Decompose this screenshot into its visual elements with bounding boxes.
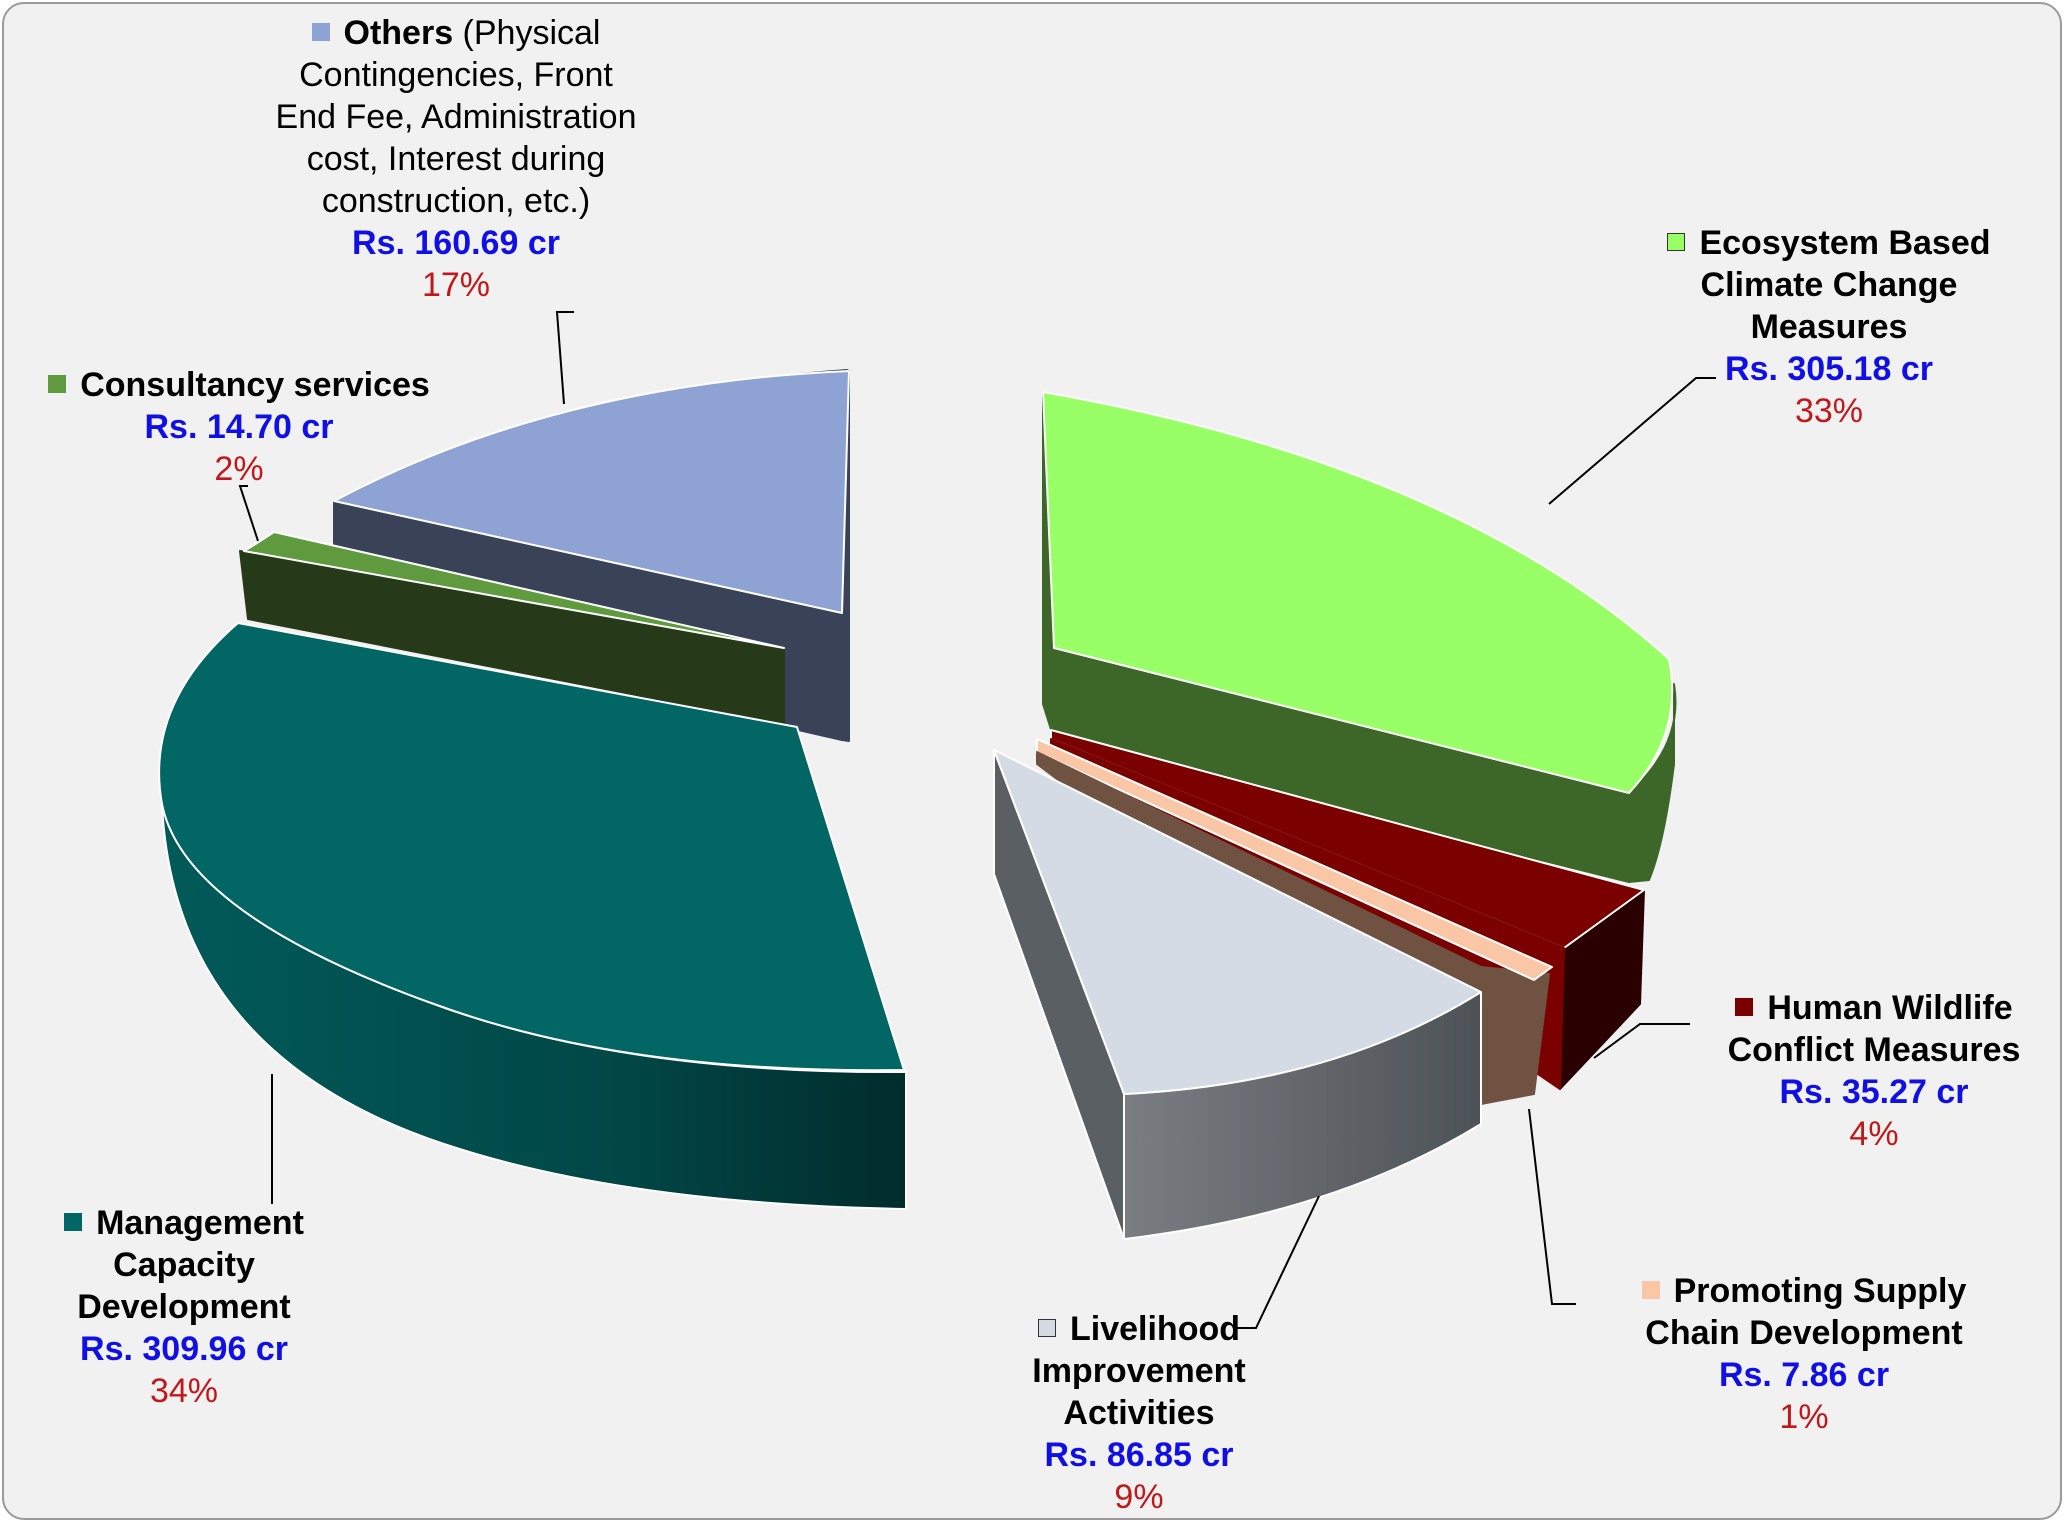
leader-ecosystem (1548, 377, 1716, 505)
value-management: Rs. 309.96 cr (80, 1330, 288, 1368)
value-supply: Rs. 7.86 cr (1718, 1356, 1890, 1394)
value-livelihood: Rs. 86.85 cr (1044, 1436, 1234, 1474)
slice-management-top (158, 622, 905, 1072)
legend-swatch-hwc (1735, 998, 1754, 1017)
label-management: Management Capacity Development Rs. 309.… (34, 1202, 334, 1412)
legend-swatch-management (64, 1213, 83, 1232)
leader-consultancy (238, 485, 259, 542)
legend-swatch-livelihood (1038, 1319, 1056, 1338)
label-supply: Promoting Supply Chain Development Rs. 7… (1594, 1270, 2014, 1438)
slice-livelihood-top (993, 749, 1482, 1095)
percent-hwc: 4% (1849, 1115, 1899, 1153)
label-hwc: Human Wildlife Conflict Measures Rs. 35.… (1694, 987, 2054, 1155)
percent-livelihood: 9% (1114, 1478, 1164, 1516)
legend-swatch-others (311, 23, 330, 42)
label-consultancy: Consultancy services Rs. 14.70 cr 2% (24, 364, 454, 490)
value-consultancy: Rs. 14.70 cr (144, 408, 334, 446)
slice-others-top (333, 370, 850, 614)
slice-consultancy-top (243, 531, 785, 649)
percent-consultancy: 2% (214, 450, 264, 488)
slice-supply-side (1480, 966, 1550, 1105)
pie-chart (158, 311, 1716, 1329)
leader-hwc (1593, 1023, 1690, 1059)
legend-swatch-supply (1641, 1281, 1660, 1300)
percent-ecosystem: 33% (1794, 392, 1864, 430)
label-ecosystem: Ecosystem Based Climate Change Measures … (1619, 222, 2039, 432)
slice-ecosystem-outer (1628, 683, 1677, 883)
percent-others: 17% (421, 266, 491, 304)
percent-supply: 1% (1779, 1398, 1829, 1436)
value-others: Rs. 160.69 cr (352, 224, 560, 262)
percent-management: 34% (149, 1372, 219, 1410)
legend-swatch-consultancy (48, 375, 67, 394)
leader-others (555, 311, 574, 405)
slice-ecosystem-top (1042, 391, 1674, 794)
legend-swatch-ecosystem (1667, 233, 1686, 252)
value-hwc: Rs. 35.27 cr (1779, 1073, 1969, 1111)
slice-supply-top (1036, 738, 1553, 981)
leader-supply (1528, 1108, 1576, 1305)
value-ecosystem: Rs. 305.18 cr (1725, 350, 1933, 388)
label-others: Others (Physical Contingencies, Front En… (266, 12, 646, 306)
label-livelihood: Livelihood Improvement Activities Rs. 86… (989, 1308, 1289, 1518)
leader-livelihood (1236, 1195, 1320, 1329)
